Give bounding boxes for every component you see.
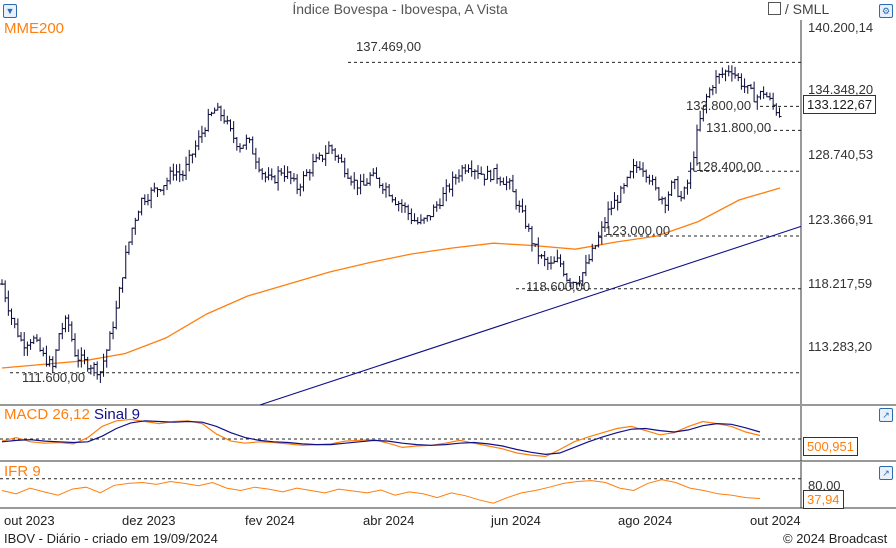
level-label: 118.600,00 [526,279,591,294]
level-label: 128.400,00 [696,159,762,174]
y-tick-label: 118.217,59 [808,276,873,291]
smll-selector[interactable]: / SMLL [768,1,829,17]
checkbox-icon[interactable] [768,2,781,15]
y-tick-label: 113.283,20 [808,339,873,354]
footer-right: © 2024 Broadcast [783,531,888,546]
footer-left: IBOV - Diário - criado em 19/09/2024 [4,531,218,546]
y-tick-label: 134.348,20 [808,82,874,97]
x-tick-label: out 2023 [4,513,55,528]
macd-value-box: 500,951 [803,437,858,456]
x-tick-label: ago 2024 [618,513,673,528]
mme200-label: MME200 [4,20,65,37]
x-tick-label: jun 2024 [491,513,541,528]
level-label: 111.600,00 [22,370,86,385]
chevron-down-icon[interactable]: ▼ [3,4,17,18]
ifr-label: IFR 9 [4,463,41,480]
x-tick-label: dez 2023 [122,513,176,528]
chart-title: Índice Bovespa - Ibovespa, A Vista [292,1,508,17]
y-tick-label: 128.740,53 [808,147,874,162]
x-tick-label: fev 2024 [245,513,295,528]
macd-legend: MACD 26,12 Sinal 9 [4,406,140,423]
level-label: 131.800,00 [706,120,772,135]
y-tick-label: 123.366,91 [808,212,874,227]
level-label: 123.000,00 [605,223,671,238]
signal-line [1,420,761,456]
macd-line [1,418,761,458]
settings-icon[interactable]: ⚙ [879,4,893,18]
x-tick-label: out 2024 [750,513,801,528]
level-label: 133.800,00 [686,98,752,113]
last-price-box: 133.122,67 [803,95,877,114]
ifr-value-box: 37,94 [803,490,844,509]
ifr-upper-label: 80,00 [808,478,841,493]
mme200-line [1,187,781,369]
panel-settings-icon[interactable]: ↗ [879,408,893,422]
signal-label: Sinal 9 [94,406,140,423]
ifr-line [1,479,761,504]
y-tick-label: 140.200,14 [808,20,874,35]
panel-settings-icon[interactable]: ↗ [879,466,893,480]
trend-line [259,225,802,406]
x-tick-label: abr 2024 [363,513,415,528]
macd-label: MACD 26,12 [4,406,90,423]
smll-label: / SMLL [784,1,830,17]
level-label: 137.469,00 [356,39,422,54]
